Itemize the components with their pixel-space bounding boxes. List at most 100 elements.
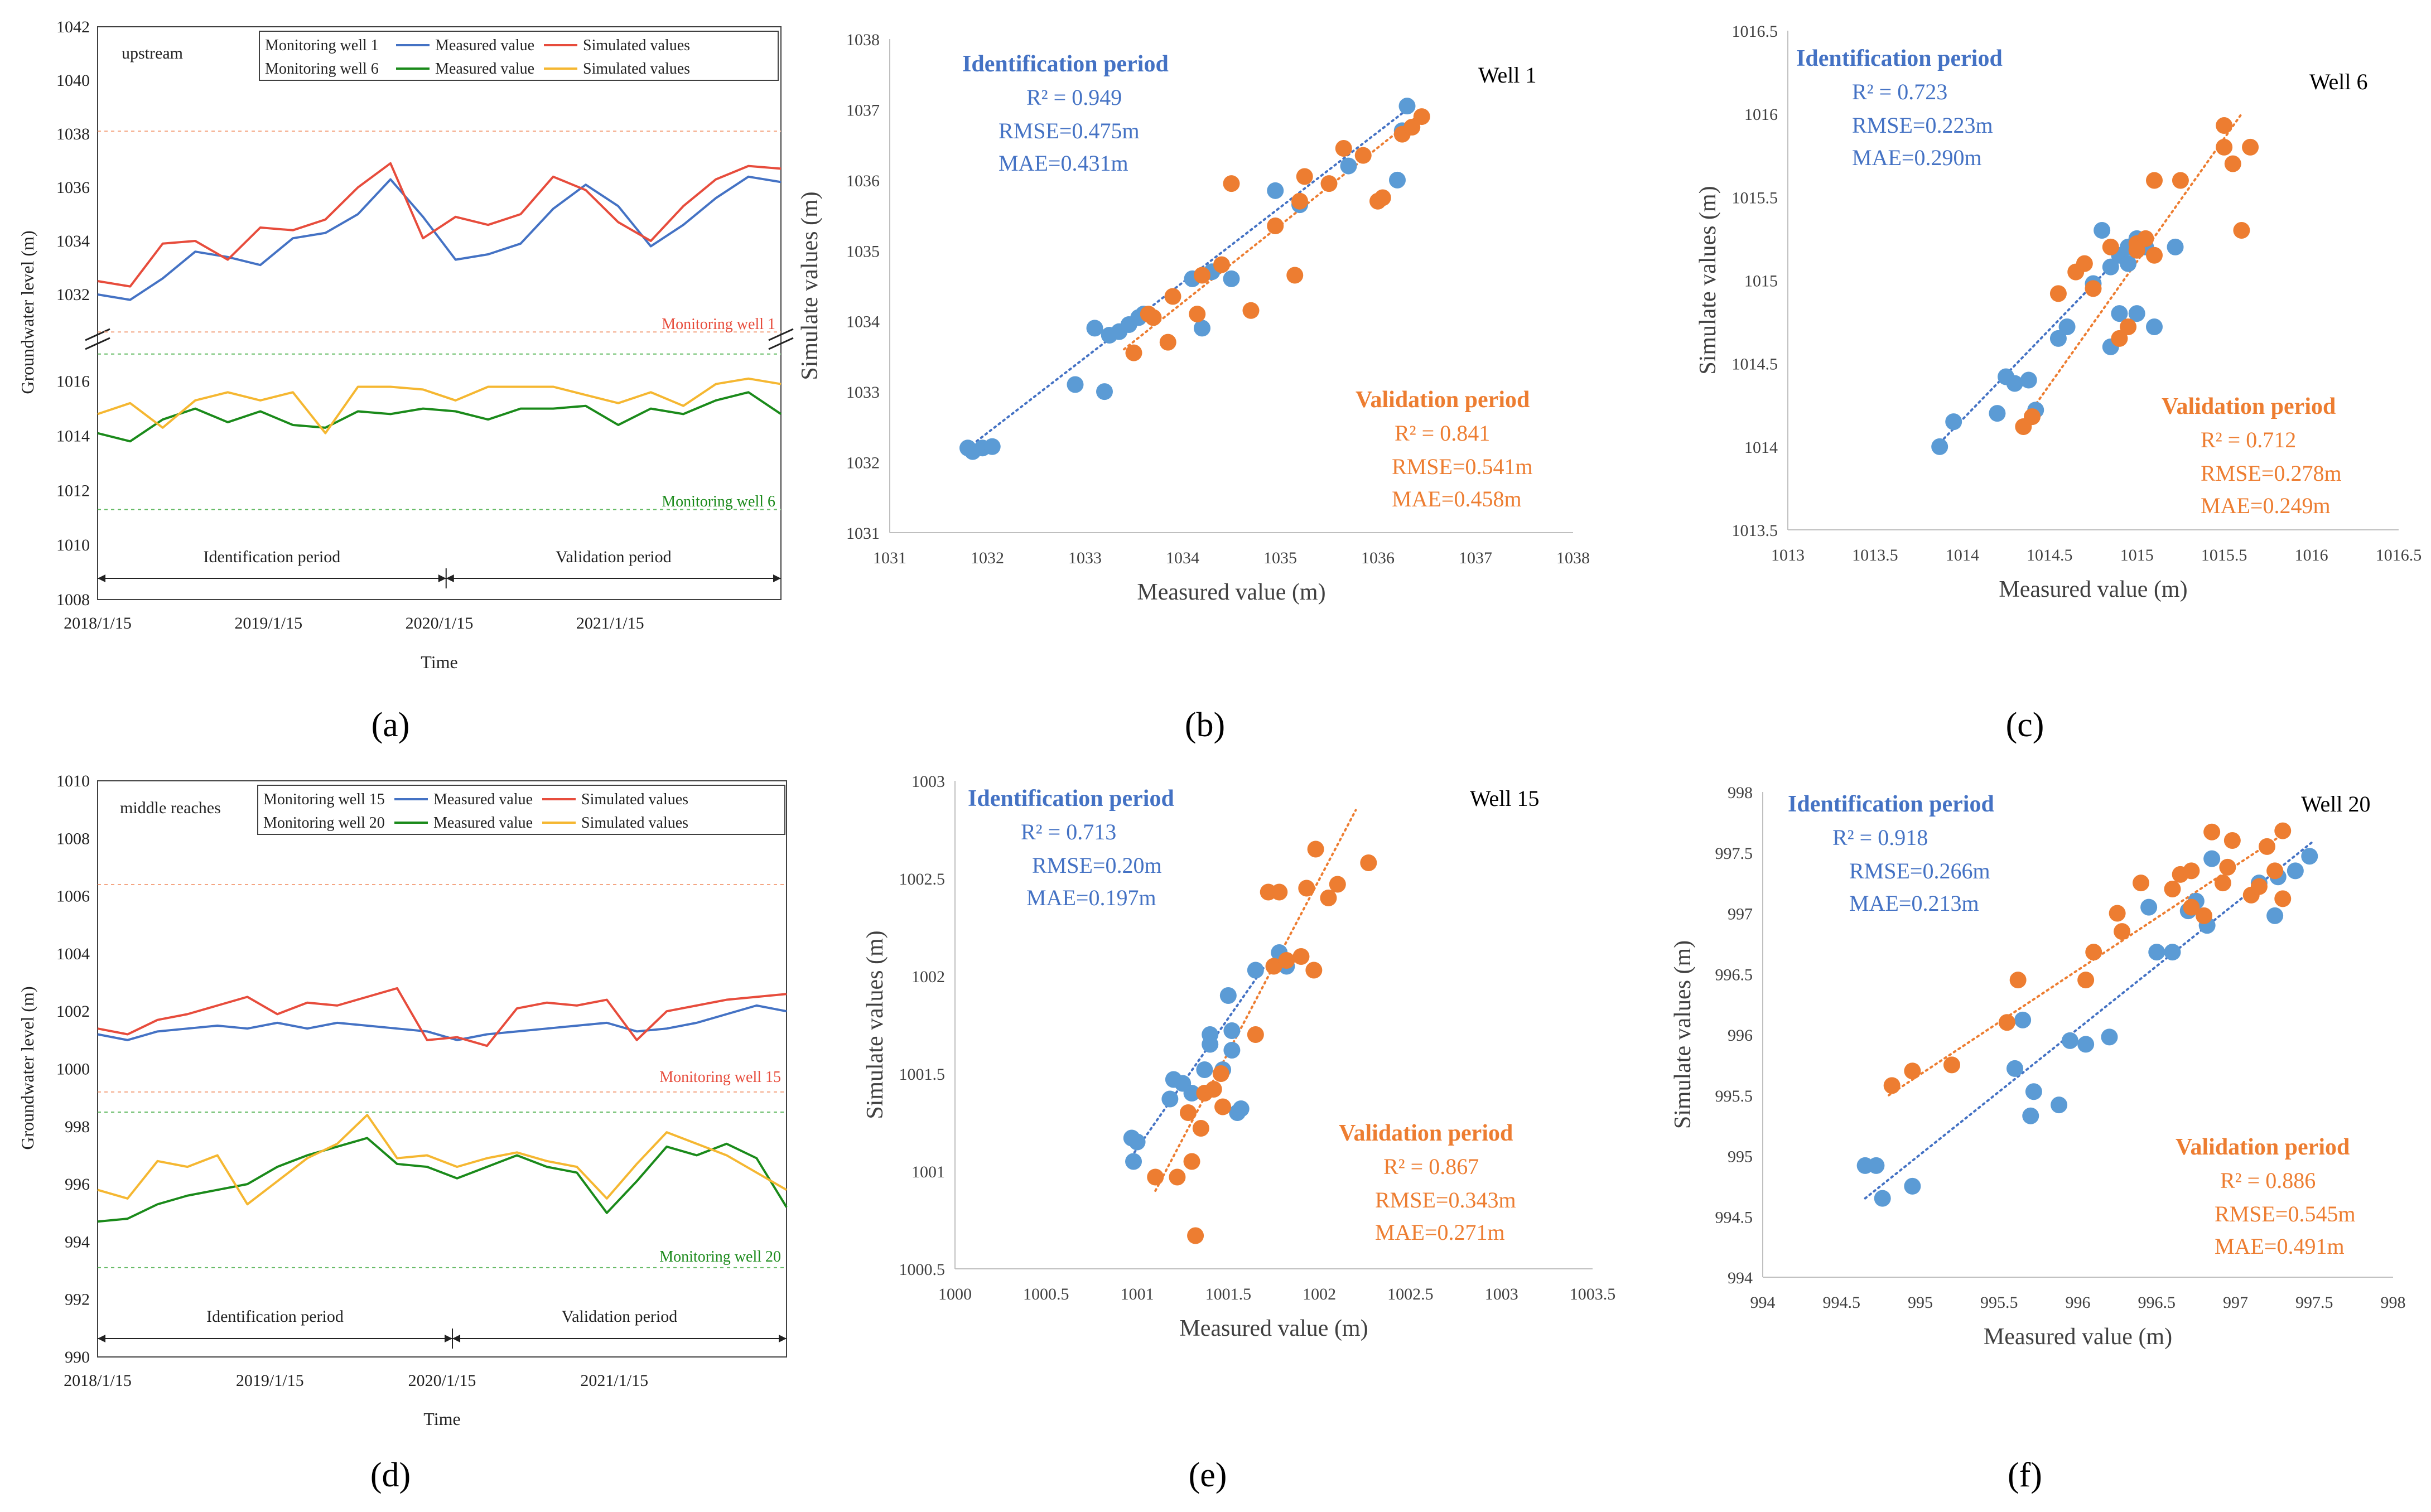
identification-point-e (1219, 987, 1237, 1004)
validation-point-b (1223, 175, 1240, 192)
identification-mae-c: MAE=0.290m (1852, 145, 1982, 170)
x-tick-label-c: 1016.5 (2376, 546, 2422, 564)
validation-r2-b: R² = 0.841 (1395, 421, 1490, 446)
series-line-a-0 (97, 175, 782, 301)
validation-point-f (2133, 875, 2149, 892)
x-tick-label-a: 2020/1/15 (406, 614, 474, 632)
validation-point-b (1159, 334, 1176, 351)
identification-r2-e: R² = 0.713 (1021, 819, 1116, 844)
identification-point-e (1247, 962, 1264, 979)
validation-point-c (2216, 117, 2233, 134)
y-tick-label-f: 997.5 (1715, 844, 1753, 863)
x-tick-label-b: 1032 (971, 549, 1004, 567)
identification-point-e (1232, 1100, 1250, 1117)
y-tick-label-d: 1008 (56, 829, 90, 848)
validation-point-e (1169, 1168, 1186, 1186)
validation-point-f (2114, 923, 2131, 940)
region-label-a: upstream (122, 44, 183, 62)
identification-point-f (2266, 907, 2284, 924)
validation-point-e (1298, 880, 1315, 897)
panel-label-e: (e) (1189, 1456, 1227, 1494)
identification-title-f: Identification period (1788, 791, 1994, 817)
identification-mae-e: MAE=0.197m (1026, 885, 1156, 910)
trend-line-validation-e (1154, 809, 1357, 1192)
trend-line-validation-f (1888, 833, 2284, 1096)
identification-point-b (1389, 171, 1406, 189)
validation-point-f (2274, 890, 2292, 907)
series-line-a-1 (97, 162, 782, 288)
validation-point-b (1164, 288, 1181, 305)
identification-point-f (2203, 850, 2221, 867)
x-axis-label-e: Measured value (m) (1179, 1316, 1368, 1341)
validation-period-label-a: Validation period (556, 548, 671, 566)
validation-point-e (1265, 958, 1282, 975)
well-annotation-lower-d: Monitoring well 20 (659, 1248, 781, 1265)
validation-mae-b: MAE=0.458m (1392, 486, 1522, 511)
validation-point-e (1205, 1081, 1222, 1098)
x-tick-label-f: 995 (1908, 1293, 1933, 1312)
x-tick-label-c: 1015.5 (2201, 546, 2247, 564)
arrow-head (779, 1335, 787, 1342)
identification-point-c (2146, 318, 2163, 336)
identification-point-b (983, 438, 1001, 455)
validation-point-b (1213, 256, 1230, 273)
validation-point-e (1187, 1227, 1204, 1244)
validation-mae-f: MAE=0.491m (2215, 1234, 2345, 1259)
validation-rmse-f: RMSE=0.545m (2215, 1201, 2356, 1226)
x-tick-label-e: 1002.5 (1387, 1285, 1434, 1303)
identification-point-c (2102, 258, 2119, 276)
validation-point-f (2259, 838, 2275, 855)
x-axis-label-c: Measured value (m) (1999, 577, 2187, 602)
validation-point-e (1271, 883, 1288, 901)
y-tick-label-b: 1034 (846, 313, 880, 331)
validation-point-f (2109, 905, 2126, 922)
legend-well-label: Monitoring well 20 (263, 814, 385, 832)
validation-point-c (2233, 222, 2250, 239)
y-tick-label-d: 1010 (56, 772, 90, 790)
validation-point-b (1267, 218, 1284, 235)
validation-r2-e: R² = 0.867 (1383, 1154, 1479, 1179)
x-tick-label-a: 2019/1/15 (234, 614, 302, 632)
identification-r2-f: R² = 0.918 (1832, 825, 1928, 850)
y-tick-label-a: 1032 (56, 286, 90, 304)
y-tick-label-a: 1016 (56, 373, 90, 391)
validation-point-e (1212, 1065, 1229, 1082)
validation-point-c (2102, 238, 2119, 255)
identification-point-e (1196, 1061, 1213, 1078)
x-tick-label-d: 2020/1/15 (408, 1371, 476, 1390)
validation-r2-c: R² = 0.712 (2201, 427, 2296, 452)
validation-point-e (1180, 1104, 1197, 1121)
x-tick-label-c: 1014.5 (2027, 546, 2073, 564)
validation-r2-f: R² = 0.886 (2220, 1168, 2316, 1193)
validation-point-f (2196, 907, 2212, 924)
y-axis-label-b: Simulate values (m) (797, 191, 823, 380)
arrow-head (98, 574, 105, 582)
y-tick-label-a: 1008 (56, 591, 90, 609)
y-tick-label-d: 994 (65, 1233, 90, 1251)
legend-box-d (257, 785, 785, 835)
y-tick-label-e: 1002 (911, 968, 945, 986)
trend-line-validation-b (1123, 115, 1418, 351)
series-line-d-3 (97, 1114, 787, 1206)
y-tick-label-a: 1014 (56, 427, 90, 446)
validation-point-c (2146, 247, 2163, 264)
series-line-a-3 (97, 377, 782, 434)
validation-point-b (1296, 168, 1313, 185)
y-tick-label-a: 1034 (56, 232, 90, 250)
arrow-head (773, 574, 781, 582)
validation-point-b (1286, 267, 1304, 284)
y-axis-label-a: Groundwater level (m) (17, 230, 37, 394)
x-tick-label-b: 1034 (1166, 549, 1199, 567)
y-tick-label-d: 1006 (56, 887, 90, 906)
panel-label-b: (b) (1185, 706, 1225, 744)
validation-period-label-d: Validation period (562, 1307, 677, 1326)
x-tick-label-c: 1016 (2295, 546, 2328, 564)
identification-point-b (1267, 182, 1284, 199)
arrow-head (445, 1335, 453, 1342)
x-tick-label-c: 1014 (1946, 546, 1979, 564)
validation-point-e (1192, 1120, 1209, 1137)
x-tick-label-e: 1003.5 (1570, 1285, 1616, 1303)
y-tick-label-c: 1015 (1744, 272, 1778, 291)
validation-point-b (1242, 302, 1260, 319)
validation-point-f (2085, 944, 2102, 961)
